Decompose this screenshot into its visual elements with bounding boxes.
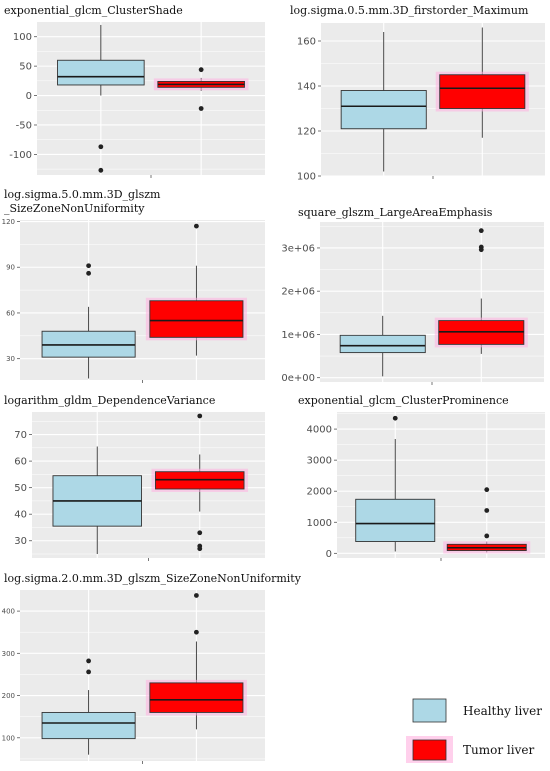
y-tick-label: 140 xyxy=(297,82,316,93)
outlier-point xyxy=(198,106,204,111)
outlier-point xyxy=(194,223,199,229)
y-tick-label: 60 xyxy=(14,457,27,468)
panel-title-line: exponential_glcm_ClusterShade xyxy=(4,4,183,17)
y-tick-label: 1000 xyxy=(307,518,332,529)
outlier-point xyxy=(392,415,398,421)
y-tick-label: 0 xyxy=(326,549,332,560)
y-tick-label: 60 xyxy=(6,309,15,317)
y-tick-label: 1e+06 xyxy=(281,330,315,341)
legend-tumor-label: Tumor liver xyxy=(463,743,534,757)
box-tumor xyxy=(149,682,244,713)
y-tick-label: 160 xyxy=(297,37,316,48)
panel-large-area-emphasis: square_glszm_LargeAreaEmphasis 3e+06 2e+06… xyxy=(281,206,544,385)
y-tick-label: 0e+00 xyxy=(281,373,315,384)
legend-healthy-swatch xyxy=(412,698,447,723)
outlier-point xyxy=(194,593,199,598)
box-healthy xyxy=(355,498,436,542)
legend-healthy-label: Healthy liver xyxy=(463,704,542,718)
outlier-point xyxy=(198,67,204,73)
y-tick-label: 100 xyxy=(13,32,32,43)
outlier-point xyxy=(98,167,104,173)
y-tick-label: -50 xyxy=(16,120,32,131)
panel-cluster-prominence: exponential_glcm_ClusterProminence 4000 30… xyxy=(298,394,545,561)
outlier-point xyxy=(86,658,91,664)
y-tick-label: 50 xyxy=(14,483,27,494)
panel-cluster-shade: exponential_glcm_ClusterShade 100 50 0 -50 -1… xyxy=(4,4,265,178)
box-tumor xyxy=(439,74,526,109)
panel-firstorder-maximum: log.sigma.0.5.mm.3D_firstorder_Maximum 16… xyxy=(290,4,545,183)
outlier-point xyxy=(197,530,203,536)
y-tick-label: 120 xyxy=(297,127,316,138)
panel-title-line: log.sigma.0.5.mm.3D_firstorder_Maximum xyxy=(290,4,529,17)
outlier-point xyxy=(478,228,484,234)
y-tick-label: 30 xyxy=(6,355,15,363)
outlier-point xyxy=(197,413,203,419)
y-tick-label: 120 xyxy=(2,218,15,226)
legend-tumor-swatch xyxy=(412,739,447,761)
y-tick-label: 40 xyxy=(14,510,27,521)
outlier-point xyxy=(98,144,104,150)
legend: Healthy liver Tumor liver xyxy=(406,698,542,763)
y-tick-label: -100 xyxy=(9,150,32,161)
panel-title-line: _SizeZoneNonUniformity xyxy=(4,202,145,215)
outlier-point xyxy=(484,508,490,513)
panel-title-line: square_glszm_LargeAreaEmphasis xyxy=(298,206,493,219)
y-tick-label: 30 xyxy=(14,536,27,547)
panel-dependence-variance: logarithm_gldm_DependenceVariance 70 60 50 4… xyxy=(4,394,265,561)
y-tick-label: 70 xyxy=(14,430,27,441)
panel-title-line: exponential_glcm_ClusterProminence xyxy=(298,394,509,407)
box-healthy xyxy=(57,59,145,86)
y-tick-label: 200 xyxy=(2,692,15,700)
plot-background xyxy=(320,222,544,382)
y-tick-label: 3e+06 xyxy=(281,243,315,254)
plot-background xyxy=(37,22,265,175)
panel-title-line: logarithm_gldm_DependenceVariance xyxy=(4,394,215,407)
outlier-point xyxy=(484,533,490,539)
outlier-point xyxy=(197,546,203,552)
outlier-point xyxy=(86,270,91,276)
y-tick-label: 2e+06 xyxy=(281,287,315,298)
y-tick-label: 4000 xyxy=(307,425,332,436)
panel-title-line: log.sigma.5.0.mm.3D_glszm xyxy=(4,188,161,201)
box-healthy xyxy=(41,711,136,740)
outlier-point xyxy=(194,629,199,635)
panel-sigma2-size-zone-nonuniformity: log.sigma.2.0.mm.3D_glszm_SizeZoneNonUni… xyxy=(2,572,302,764)
y-tick-label: 100 xyxy=(2,734,15,742)
y-tick-label: 90 xyxy=(6,264,15,272)
panel-title-line: log.sigma.2.0.mm.3D_glszm_SizeZoneNonUni… xyxy=(4,572,302,585)
panel-sigma5-size-zone-nonuniformity: log.sigma.5.0.mm.3D_glszm_SizeZoneNonUni… xyxy=(2,188,265,383)
y-tick-label: 50 xyxy=(19,62,32,73)
outlier-point xyxy=(86,263,91,269)
y-tick-label: 400 xyxy=(2,608,15,616)
box-tumor xyxy=(149,300,244,338)
box-healthy xyxy=(339,334,426,354)
y-tick-label: 300 xyxy=(2,650,15,658)
outlier-point xyxy=(484,487,490,493)
y-tick-label: 100 xyxy=(297,172,316,183)
y-tick-label: 3000 xyxy=(307,456,332,467)
box-healthy xyxy=(340,90,427,130)
y-tick-label: 0 xyxy=(26,91,32,102)
outlier-point xyxy=(86,669,91,675)
y-tick-label: 2000 xyxy=(307,487,332,498)
outlier-point xyxy=(478,247,484,253)
